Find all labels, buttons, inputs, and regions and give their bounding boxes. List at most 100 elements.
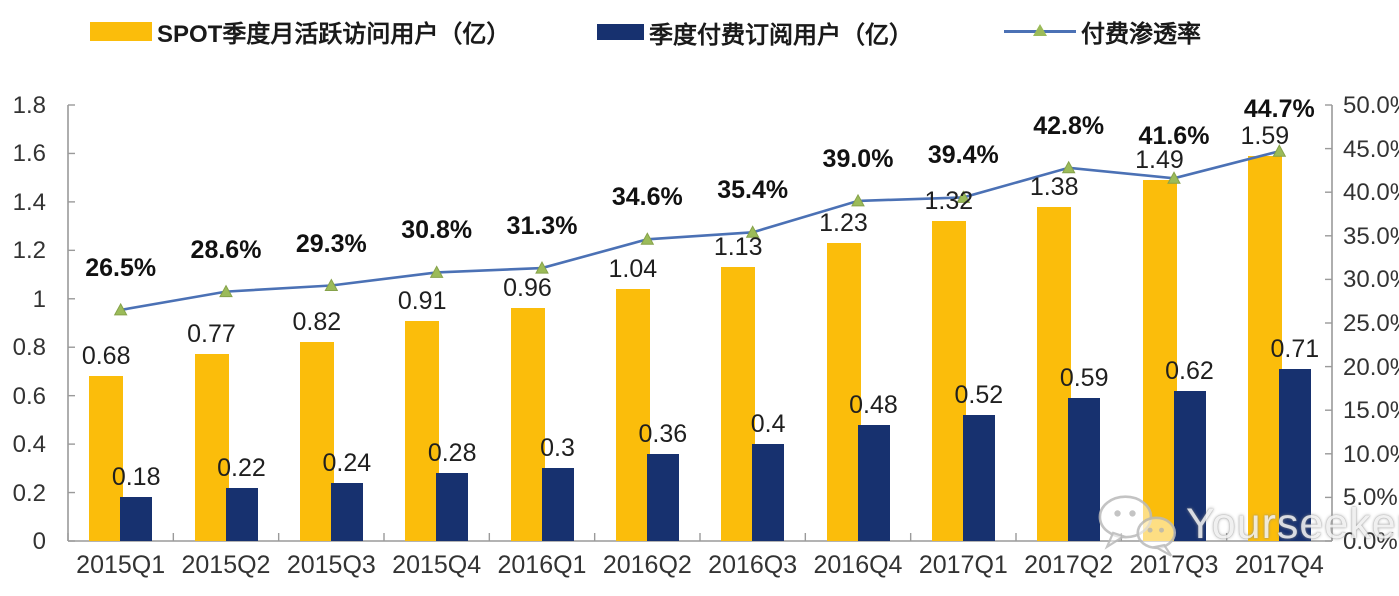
left-axis-label: 1.8 bbox=[12, 92, 46, 119]
subscribers-legend-swatch bbox=[597, 24, 644, 40]
penetration-value-label: 42.8% bbox=[1033, 111, 1105, 140]
bar-mau bbox=[405, 320, 440, 541]
bar-subscribers bbox=[1173, 390, 1206, 541]
penetration-legend-marker bbox=[1004, 21, 1076, 41]
left-axis-label: 0 bbox=[32, 528, 46, 555]
right-axis-label: 40.0% bbox=[1343, 179, 1399, 207]
bar-subscribers bbox=[646, 453, 679, 541]
subscribers-value-label: 0.18 bbox=[111, 463, 161, 492]
mau-value-label: 1.32 bbox=[924, 187, 974, 216]
triangle-marker-icon bbox=[429, 265, 444, 278]
bar-mau bbox=[89, 376, 124, 541]
penetration-legend-label: 付费渗透率 bbox=[1081, 20, 1201, 48]
left-axis-label: 0.6 bbox=[12, 382, 46, 410]
subscribers-value-label: 0.59 bbox=[1059, 364, 1109, 393]
x-axis-label: 2015Q3 bbox=[286, 551, 376, 579]
right-axis-label: 45.0% bbox=[1343, 135, 1399, 163]
subscribers-value-label: 0.3 bbox=[540, 434, 575, 463]
penetration-value-label: 44.7% bbox=[1243, 95, 1315, 124]
subscribers-value-label: 0.36 bbox=[638, 419, 688, 448]
right-axis-label: 15.0% bbox=[1343, 397, 1399, 425]
triangle-marker-icon bbox=[219, 284, 233, 298]
subscribers-value-label: 0.28 bbox=[427, 439, 477, 468]
left-axis-label: 1.2 bbox=[12, 237, 46, 265]
x-axis-label: 2015Q1 bbox=[76, 551, 166, 579]
watermark: Yourseeker bbox=[1092, 487, 1399, 561]
bar-mau bbox=[721, 267, 756, 541]
right-axis-label: 30.0% bbox=[1343, 266, 1399, 294]
subscribers-value-label: 0.71 bbox=[1270, 335, 1320, 364]
subscribers-legend-label: 季度付费订阅用户（亿） bbox=[649, 21, 913, 49]
mau-value-label: 1.13 bbox=[713, 233, 763, 262]
left-axis-label: 0.4 bbox=[12, 431, 46, 459]
mau-value-label: 0.96 bbox=[503, 274, 552, 303]
triangle-marker-icon bbox=[851, 193, 865, 207]
mau-value-label: 0.77 bbox=[187, 320, 236, 349]
subscribers-value-label: 0.48 bbox=[849, 390, 898, 419]
triangle-marker-icon bbox=[113, 302, 128, 316]
mau-value-label: 1.04 bbox=[608, 255, 658, 284]
bar-mau bbox=[299, 342, 334, 541]
x-axis-label: 2017Q2 bbox=[1024, 551, 1114, 579]
left-axis-label: 1 bbox=[32, 285, 46, 313]
x-axis-label: 2017Q1 bbox=[918, 551, 1008, 579]
penetration-value-label: 28.6% bbox=[190, 235, 262, 264]
legend-item-mau: SPOT季度月活跃访问用户（亿） bbox=[90, 16, 511, 48]
right-axis-label: 50.0% bbox=[1343, 92, 1399, 119]
bar-mau bbox=[615, 289, 650, 541]
right-axis-label: 25.0% bbox=[1343, 310, 1399, 337]
bar-subscribers bbox=[857, 424, 890, 541]
x-axis-label: 2015Q2 bbox=[181, 551, 271, 579]
triangle-marker-icon bbox=[535, 261, 549, 274]
subscribers-value-label: 0.22 bbox=[217, 453, 266, 482]
right-axis-label: 10.0% bbox=[1343, 440, 1399, 468]
right-axis-label: 0.0% bbox=[1343, 528, 1398, 555]
x-axis-label: 2016Q3 bbox=[708, 551, 798, 579]
bar-subscribers bbox=[436, 473, 469, 541]
penetration-value-label: 34.6% bbox=[611, 183, 683, 212]
penetration-value-label: 31.3% bbox=[506, 212, 578, 241]
bar-subscribers bbox=[120, 497, 153, 541]
penetration-value-label: 35.4% bbox=[717, 176, 789, 205]
mau-legend-label: SPOT季度月活跃访问用户（亿） bbox=[157, 20, 511, 48]
wechat-icon bbox=[1098, 495, 1177, 557]
mau-legend-swatch bbox=[90, 21, 152, 41]
subscribers-value-label: 0.4 bbox=[750, 410, 786, 439]
bar-subscribers bbox=[1278, 369, 1311, 541]
subscribers-value-label: 0.24 bbox=[322, 448, 372, 477]
left-axis-label: 1.4 bbox=[12, 188, 46, 216]
mau-value-label: 0.91 bbox=[397, 286, 447, 315]
bar-subscribers bbox=[541, 468, 574, 541]
x-axis-label: 2017Q3 bbox=[1129, 551, 1219, 579]
left-axis-label: 0.8 bbox=[12, 334, 46, 362]
penetration-value-label: 26.5% bbox=[85, 253, 157, 282]
watermark-text: Yourseeker bbox=[1186, 499, 1399, 548]
bar-subscribers bbox=[1068, 398, 1101, 541]
penetration-value-label: 39.0% bbox=[822, 144, 894, 173]
x-axis-label: 2016Q2 bbox=[602, 551, 692, 579]
x-axis-label: 2016Q4 bbox=[813, 551, 903, 579]
subscribers-value-label: 0.52 bbox=[954, 381, 1004, 410]
penetration-value-label: 41.6% bbox=[1138, 122, 1210, 151]
bar-subscribers bbox=[962, 415, 995, 541]
triangle-marker-icon bbox=[1033, 24, 1047, 36]
mau-value-label: 0.82 bbox=[292, 308, 342, 337]
right-axis-label: 35.0% bbox=[1343, 222, 1399, 250]
x-axis-label: 2017Q4 bbox=[1234, 551, 1324, 579]
left-axis-label: 1.6 bbox=[12, 140, 46, 168]
mau-value-label: 1.59 bbox=[1240, 121, 1290, 150]
right-axis-label: 20.0% bbox=[1343, 353, 1399, 381]
mau-value-label: 0.68 bbox=[81, 342, 131, 371]
triangle-marker-icon bbox=[324, 278, 339, 292]
penetration-value-label: 30.8% bbox=[401, 216, 473, 245]
bar-subscribers bbox=[330, 482, 363, 541]
bar-subscribers bbox=[225, 487, 258, 541]
left-axis-label: 0.2 bbox=[12, 479, 46, 507]
penetration-value-label: 39.4% bbox=[927, 141, 999, 170]
right-axis-label: 5.0% bbox=[1343, 484, 1398, 512]
mau-value-label: 1.23 bbox=[819, 209, 868, 238]
mau-value-label: 1.38 bbox=[1029, 172, 1079, 201]
mau-value-label: 1.49 bbox=[1135, 146, 1184, 175]
bar-subscribers bbox=[752, 444, 785, 541]
